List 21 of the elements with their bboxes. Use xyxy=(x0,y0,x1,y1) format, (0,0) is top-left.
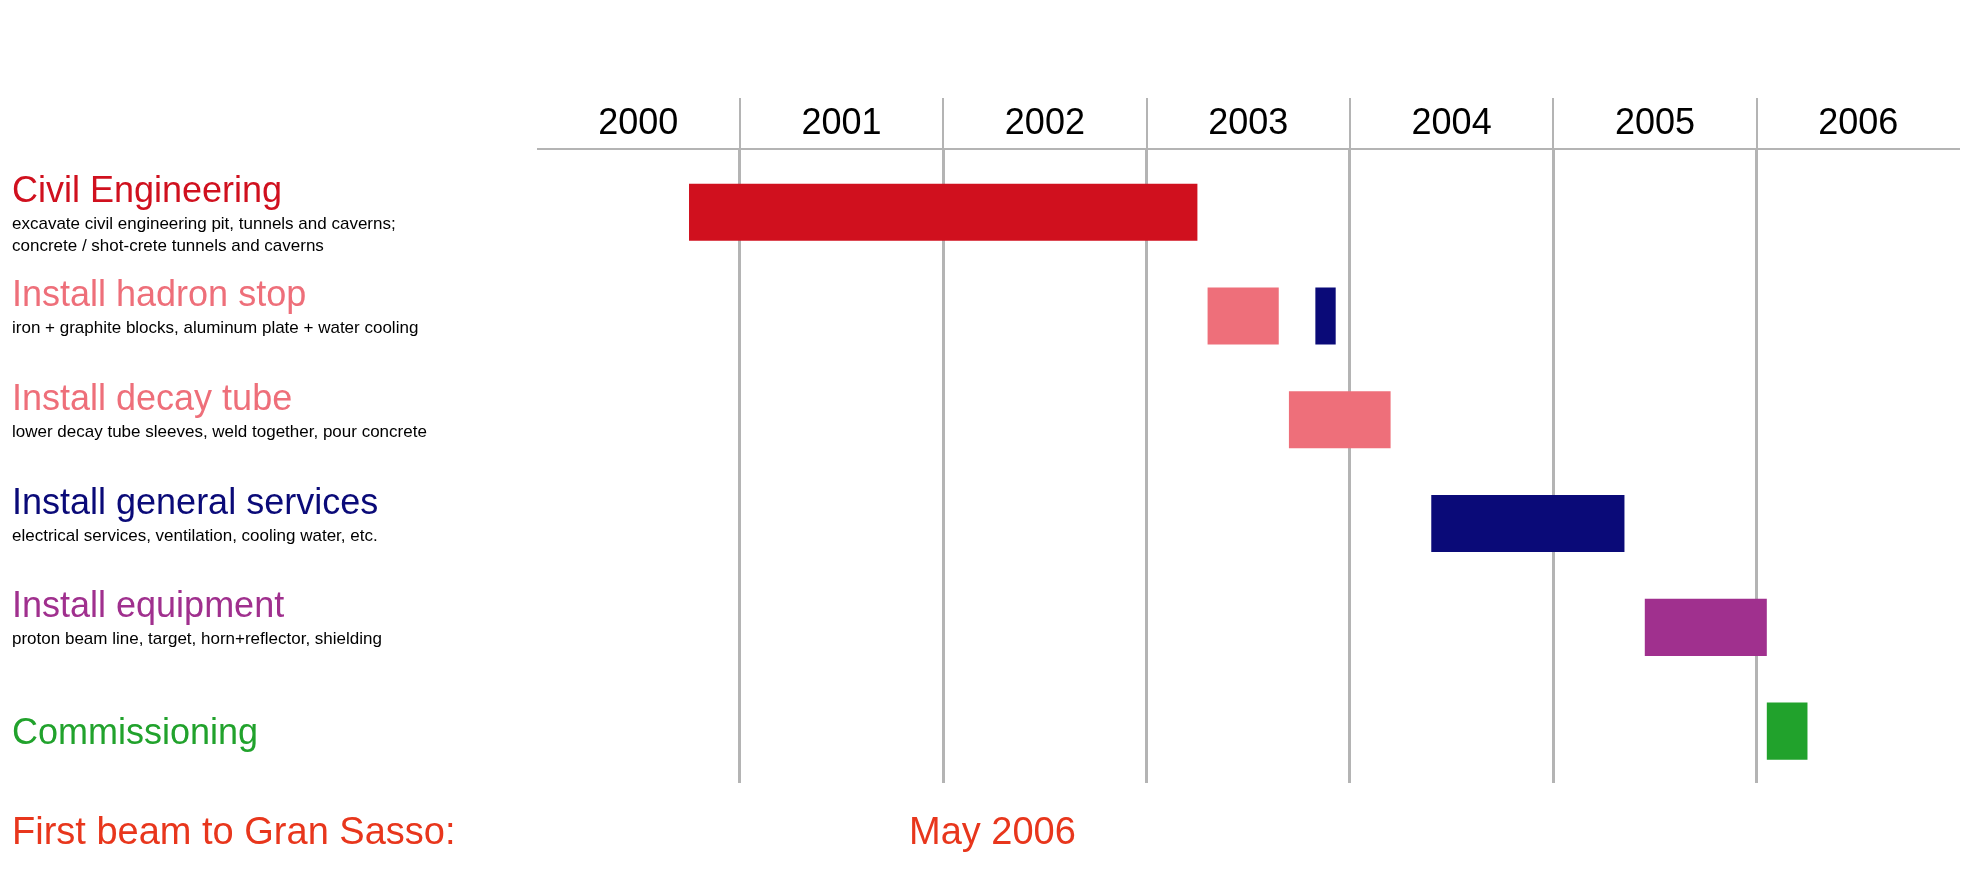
y-tick-label: Install general services electrical services, ventilation, cooling water, etc. xyxy=(12,481,379,545)
x-tick-label: 2002 xyxy=(1004,100,1085,142)
bar xyxy=(1644,598,1767,656)
x-tick-label: 2000 xyxy=(598,100,679,142)
bar xyxy=(689,183,1198,241)
bar xyxy=(1207,287,1279,345)
y-tick-label: Civil Engineering excavate civil engineering pit, tunnels and caverns; concrete / shot-crete tunnels and caverns xyxy=(12,169,396,256)
y-tick-label: Install decay tube lower decay tube sleeves, weld together, pour concrete xyxy=(12,377,427,441)
text: May 2006 xyxy=(909,810,1076,852)
text: First beam to Gran Sasso: xyxy=(12,810,456,852)
bar xyxy=(1766,702,1808,760)
x-tick-label: 2005 xyxy=(1614,100,1696,142)
y-tick-label: Install equipment proton beam line, target, horn+reflector, shielding xyxy=(12,584,382,648)
x-tick-label: 2006 xyxy=(1818,100,1899,142)
bar xyxy=(1315,287,1336,345)
y-tick-label: Commissioning xyxy=(12,711,259,752)
x-tick-label: 2003 xyxy=(1208,100,1289,142)
y-tick-label: Install hadron stop iron + graphite blocks, aluminum plate + water cooling xyxy=(12,273,419,337)
x-tick-label: 2001 xyxy=(801,100,882,142)
bar xyxy=(1288,391,1391,449)
x-tick-label: 2004 xyxy=(1411,100,1492,142)
